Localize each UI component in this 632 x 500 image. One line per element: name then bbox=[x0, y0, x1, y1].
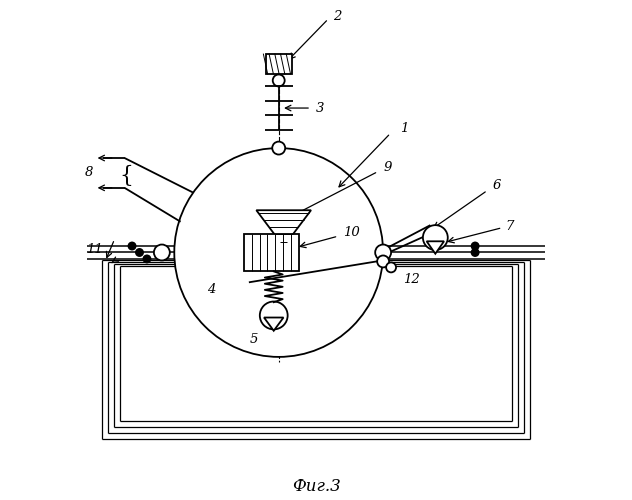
Circle shape bbox=[273, 74, 284, 86]
Text: 8: 8 bbox=[85, 166, 93, 179]
Text: 10: 10 bbox=[343, 226, 360, 239]
Circle shape bbox=[471, 248, 480, 257]
Circle shape bbox=[471, 242, 480, 250]
Circle shape bbox=[377, 256, 389, 268]
Circle shape bbox=[128, 242, 137, 250]
Text: 9: 9 bbox=[383, 162, 391, 174]
Polygon shape bbox=[266, 54, 291, 74]
Text: 11: 11 bbox=[87, 244, 103, 256]
Text: 5: 5 bbox=[250, 333, 258, 346]
Text: 4: 4 bbox=[207, 284, 216, 296]
Polygon shape bbox=[244, 234, 298, 272]
Polygon shape bbox=[427, 242, 444, 254]
Text: 2: 2 bbox=[334, 10, 342, 23]
Text: }: } bbox=[114, 162, 129, 184]
Text: Фиг.3: Фиг.3 bbox=[291, 478, 341, 494]
Circle shape bbox=[386, 262, 396, 272]
Text: 6: 6 bbox=[492, 179, 501, 192]
Circle shape bbox=[135, 248, 144, 257]
Polygon shape bbox=[264, 318, 284, 330]
Text: 12: 12 bbox=[403, 274, 420, 286]
Text: 3: 3 bbox=[316, 102, 324, 114]
Text: 7: 7 bbox=[505, 220, 513, 232]
Circle shape bbox=[174, 148, 383, 357]
Circle shape bbox=[272, 142, 285, 154]
Circle shape bbox=[260, 302, 288, 330]
Circle shape bbox=[375, 244, 391, 260]
Text: 1: 1 bbox=[401, 122, 409, 134]
Polygon shape bbox=[257, 210, 311, 246]
Circle shape bbox=[142, 254, 152, 264]
Circle shape bbox=[154, 244, 170, 260]
Circle shape bbox=[423, 225, 447, 250]
